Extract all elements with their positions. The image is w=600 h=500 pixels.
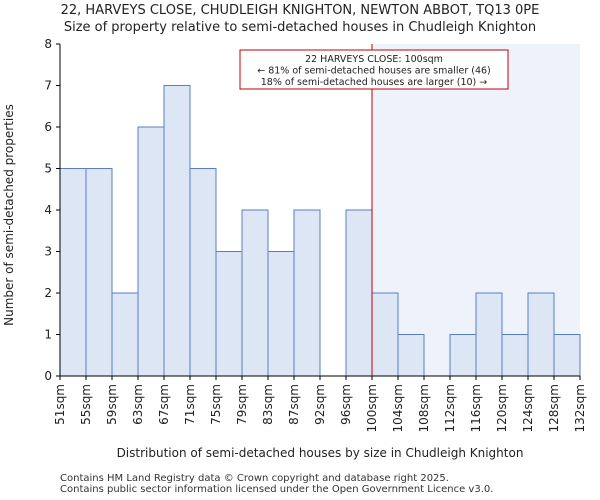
histogram-bar xyxy=(501,334,529,377)
x-tick-label: 132sqm xyxy=(573,384,587,432)
x-tick-label: 92sqm xyxy=(313,384,327,425)
y-tick-label: 5 xyxy=(44,162,52,176)
y-tick-label: 4 xyxy=(44,203,52,217)
histogram-bar xyxy=(527,292,555,377)
x-tick-label: 100sqm xyxy=(365,384,379,432)
histogram-bar xyxy=(163,85,191,377)
histogram-bar xyxy=(553,334,581,377)
y-tick-label: 0 xyxy=(44,369,52,383)
chart-subtitle: Size of property relative to semi-detach… xyxy=(63,20,537,35)
x-tick-label: 71sqm xyxy=(183,384,197,425)
y-tick-label: 1 xyxy=(44,328,52,342)
x-tick-label: 59sqm xyxy=(105,384,119,425)
y-axis-label: Number of semi-detached properties xyxy=(2,104,16,326)
chart-title: 22, HARVEYS CLOSE, CHUDLEIGH KNIGHTON, N… xyxy=(60,3,540,18)
footer-line-2: Contains public sector information licen… xyxy=(60,484,494,495)
histogram-bar xyxy=(449,334,477,377)
annotation-box xyxy=(239,49,509,90)
histogram-bar xyxy=(85,168,113,377)
histogram-bar xyxy=(111,292,139,377)
x-tick-label: 67sqm xyxy=(157,384,171,425)
x-tick-label: 120sqm xyxy=(495,384,509,432)
histogram-bar xyxy=(345,209,373,377)
histogram-bar xyxy=(59,168,87,377)
y-tick-label: 8 xyxy=(44,37,52,51)
histogram-bar xyxy=(475,292,503,377)
footer-line-1: Contains HM Land Registry data © Crown c… xyxy=(60,473,449,484)
x-tick-label: 87sqm xyxy=(287,384,301,425)
x-tick-label: 83sqm xyxy=(261,384,275,425)
x-tick-label: 63sqm xyxy=(131,384,145,425)
x-tick-label: 104sqm xyxy=(391,384,405,432)
histogram-bar xyxy=(189,168,217,377)
x-tick-label: 124sqm xyxy=(521,384,535,432)
y-tick-label: 6 xyxy=(44,120,52,134)
x-tick-label: 128sqm xyxy=(547,384,561,432)
histogram-bar xyxy=(215,251,243,377)
annotation-line: ← 81% of semi-detached houses are smalle… xyxy=(257,66,491,77)
annotation-line: 18% of semi-detached houses are larger (… xyxy=(261,77,488,88)
histogram-bar xyxy=(371,292,399,377)
x-tick-label: 116sqm xyxy=(469,384,483,432)
x-tick-label: 75sqm xyxy=(209,384,223,425)
histogram-bar xyxy=(397,334,425,377)
x-tick-label: 51sqm xyxy=(53,384,67,425)
x-tick-label: 55sqm xyxy=(79,384,93,425)
y-tick-label: 7 xyxy=(44,79,52,93)
x-tick-label: 112sqm xyxy=(443,384,457,432)
x-tick-label: 108sqm xyxy=(417,384,431,432)
x-tick-label: 79sqm xyxy=(235,384,249,425)
y-tick-label: 3 xyxy=(44,245,52,259)
histogram-bar xyxy=(293,209,321,377)
histogram-bar xyxy=(267,251,295,377)
x-tick-label: 96sqm xyxy=(339,384,353,425)
x-axis-label: Distribution of semi-detached houses by … xyxy=(117,446,524,460)
annotation-line: 22 HARVEYS CLOSE: 100sqm xyxy=(305,54,443,65)
histogram-bar xyxy=(137,126,165,377)
histogram-bar xyxy=(241,209,269,377)
y-tick-label: 2 xyxy=(44,286,52,300)
